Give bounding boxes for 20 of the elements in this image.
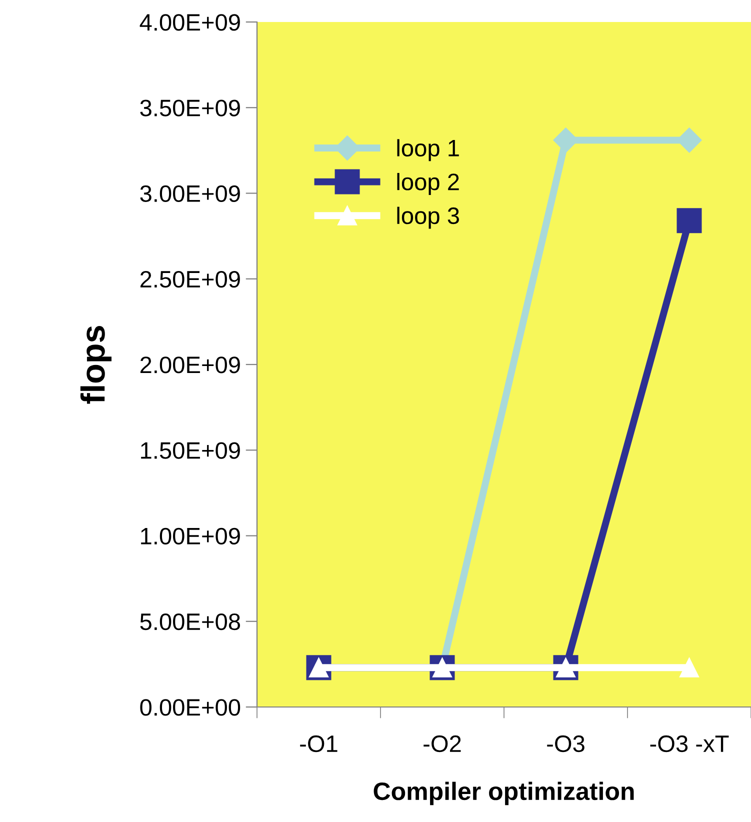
y-tick-label: 2.00E+09 — [140, 356, 240, 374]
y-tick-label: 3.50E+09 — [140, 100, 240, 116]
y-axis-title: flops — [80, 326, 112, 404]
y-tick-label: 3.00E+09 — [140, 185, 240, 202]
legend-label: loop 2 — [397, 172, 459, 195]
x-tick-label: -O2 — [424, 735, 461, 752]
y-tick-label: 5.00E+08 — [140, 613, 240, 630]
y-tick-label: 0.00E+00 — [140, 699, 240, 716]
x-tick-label: -O3 — [547, 735, 584, 752]
y-tick-label: 4.00E+09 — [140, 14, 240, 31]
y-tick-label: 1.50E+09 — [141, 442, 240, 459]
legend-label: loop 1 — [397, 139, 459, 162]
y-tick-label: 2.50E+09 — [140, 270, 240, 288]
y-tick-label: 1.00E+09 — [141, 528, 240, 545]
x-axis-title: Compiler optimization — [374, 782, 634, 806]
legend-label: loop 3 — [397, 206, 459, 229]
point — [680, 658, 699, 678]
x-tick-label: -O3 -xT — [650, 735, 729, 752]
x-tick-label: -O1 — [300, 735, 338, 752]
point — [676, 208, 702, 234]
